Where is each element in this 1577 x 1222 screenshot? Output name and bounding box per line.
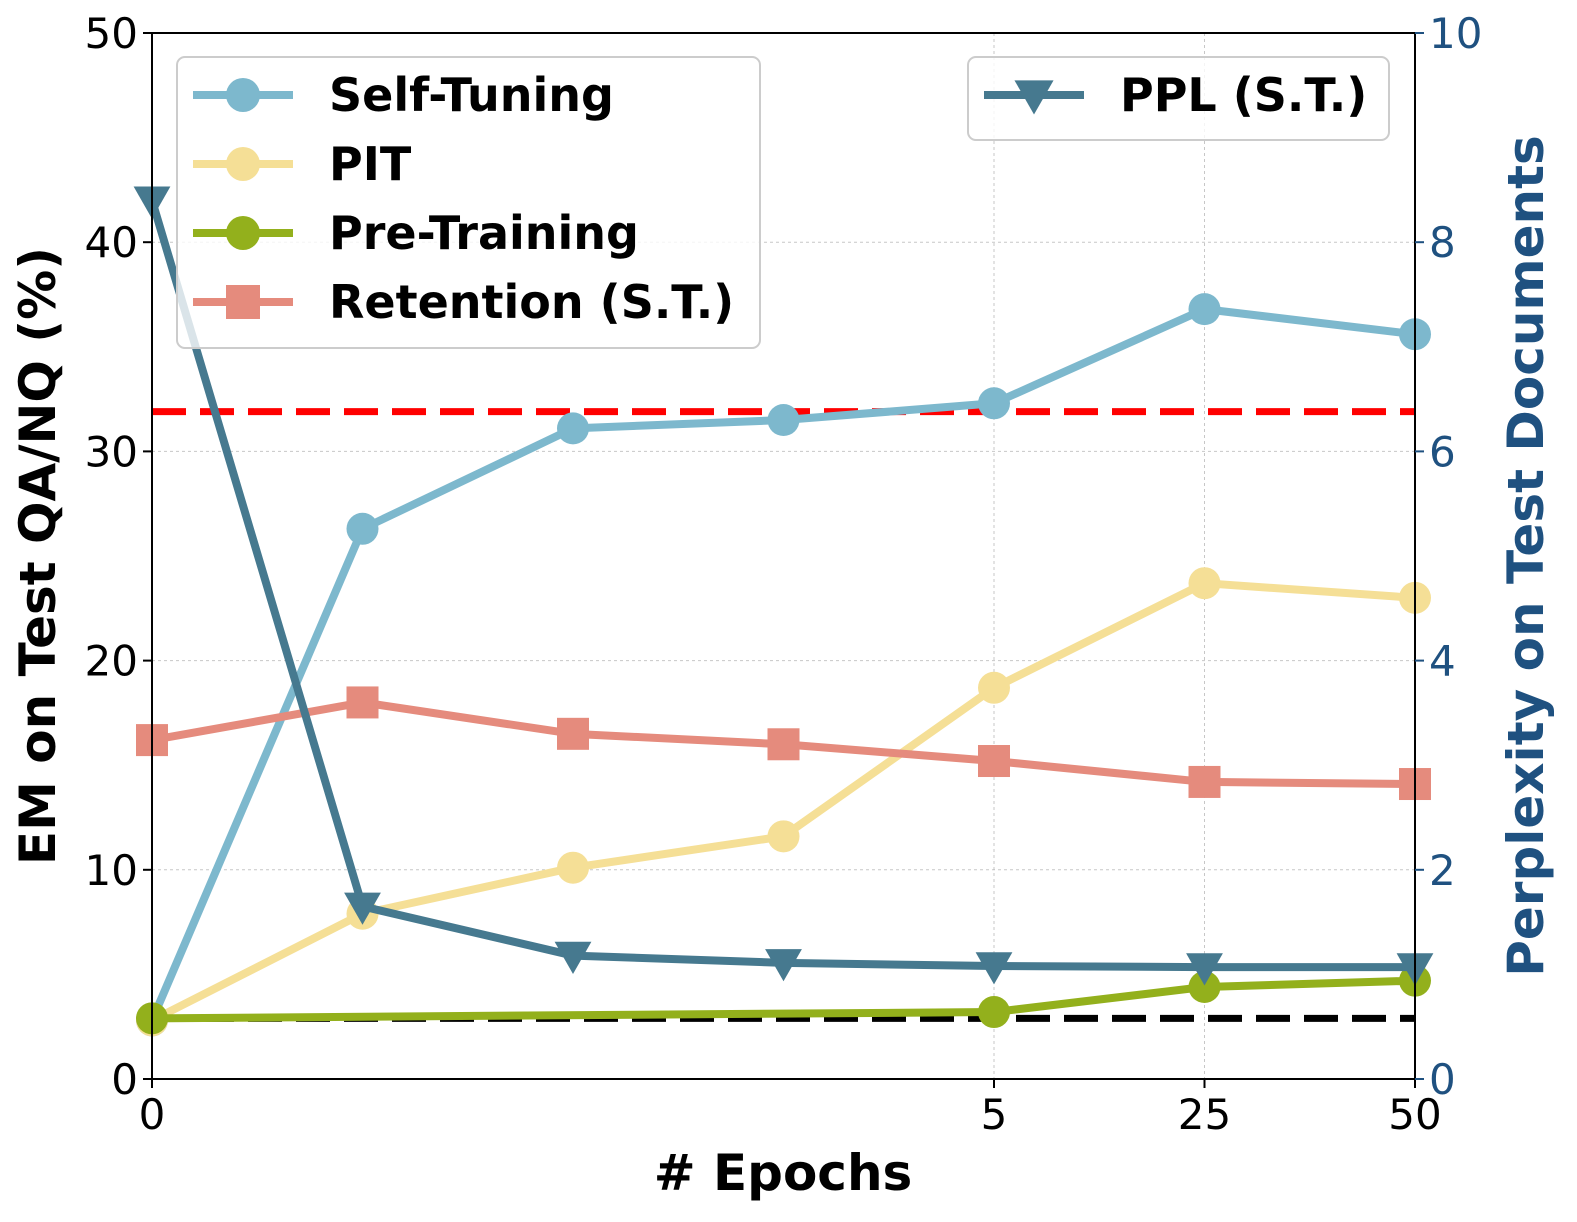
legend-swatch-marker	[226, 78, 260, 112]
legend-frame	[967, 56, 1390, 141]
data-point	[554, 941, 592, 974]
data-point	[1188, 293, 1221, 326]
x-tick-label: 25	[1178, 1090, 1231, 1139]
legend-entry-label: Self-Tuning	[329, 68, 614, 122]
data-point	[978, 745, 1010, 778]
y-right-tick-label: 8	[1429, 218, 1456, 267]
y-right-tick-label: 2	[1429, 846, 1456, 895]
y-axis-right-label: Perplexity on Test Documents	[1497, 135, 1555, 977]
series-layer	[133, 186, 1434, 1037]
data-point	[767, 404, 800, 437]
legend-entry-label: PPL (S.T.)	[1120, 68, 1367, 122]
data-point	[1188, 567, 1221, 600]
legend-right: PPL (S.T.)	[967, 56, 1390, 141]
plot-frame	[151, 32, 1416, 1080]
y-left-tick-label: 50	[85, 9, 138, 58]
data-point	[1188, 765, 1221, 798]
data-point	[1188, 970, 1221, 1003]
legend-swatch-marker	[226, 216, 260, 250]
x-tick-label: 0	[139, 1090, 166, 1139]
x-tick-label: 50	[1388, 1090, 1441, 1139]
y-right-tick-label: 6	[1429, 427, 1456, 476]
y-axis-left-label: EM on Test QA/NQ (%)	[9, 247, 67, 865]
data-point	[346, 512, 379, 545]
series-line	[151, 976, 1416, 1023]
data-point	[557, 717, 589, 750]
legend-swatch-marker	[226, 285, 260, 319]
data-point	[978, 387, 1010, 420]
data-point	[975, 952, 1013, 985]
y-left-tick-label: 0	[111, 1055, 138, 1104]
legend-left: Self-Tuning PIT Pre-Training Retention (S.T…	[176, 56, 761, 349]
legend-entry-label: PIT	[329, 137, 412, 191]
data-point	[767, 728, 800, 761]
data-point	[978, 996, 1010, 1029]
legend-entry-label: Pre-Training	[329, 206, 639, 260]
data-point	[765, 949, 802, 982]
legend-frame	[176, 56, 761, 349]
y-left-tick-label: 30	[85, 427, 138, 476]
data-point	[344, 892, 381, 925]
data-point	[557, 412, 589, 445]
legend-swatch-marker	[226, 147, 260, 181]
y-left-tick-label: 40	[85, 218, 138, 267]
data-point	[557, 851, 589, 884]
y-right-tick-label: 0	[1429, 1055, 1456, 1104]
y-left-tick-label: 20	[85, 637, 138, 686]
y-right-tick-label: 4	[1429, 637, 1456, 686]
data-point	[1186, 953, 1223, 986]
x-axis-label: # Epochs	[654, 1144, 913, 1202]
legend-entry-label: Retention (S.T.)	[329, 275, 734, 329]
data-point	[346, 686, 379, 719]
y-left-tick-label: 10	[85, 846, 138, 895]
data-point	[767, 820, 800, 853]
series-ppl-s-t	[133, 186, 1434, 986]
x-tick-label: 5	[981, 1090, 1008, 1139]
data-point	[978, 671, 1010, 704]
legend-swatch-marker	[1014, 80, 1054, 115]
y-right-tick-label: 10	[1429, 9, 1482, 58]
